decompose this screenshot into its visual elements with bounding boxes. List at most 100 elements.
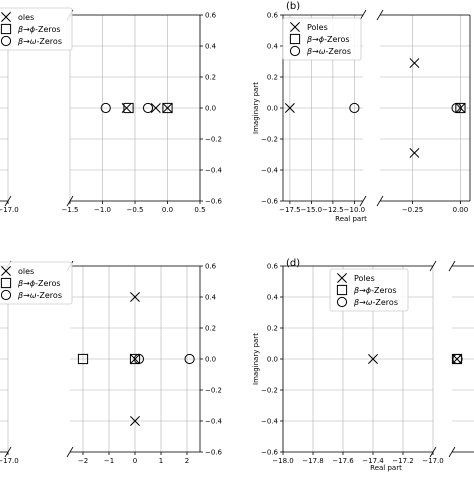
x-tick-label: −12.5 xyxy=(322,206,343,214)
pole-marker xyxy=(162,103,173,113)
legend-box xyxy=(0,7,73,51)
legend-beta-phi-marker xyxy=(289,33,301,45)
y-tick-label: 0.0 xyxy=(267,356,278,364)
legend-beta-omega-marker xyxy=(0,35,12,47)
beta-phi-zero-marker xyxy=(123,102,134,114)
subplot-d-2 xyxy=(448,260,474,458)
legend-entry-3: β→ω-Zeros xyxy=(306,47,351,56)
legend-entry-2: β→ϕ-Zeros xyxy=(17,279,61,288)
x-tick-label: −1.5 xyxy=(62,206,79,214)
panel-a: −17.2−17.0−1.5−1.0−0.50.00.50.60.40.20.0… xyxy=(0,7,223,214)
y-tick-label: −0.4 xyxy=(261,418,279,426)
panel-b: −17.5 −15.0 −12.5 −10.0 0.6 0.4 0.2 0.0 −0.2 −0.4… xyxy=(252,1,471,223)
y-tick-label: −0.2 xyxy=(261,387,278,395)
legend-beta-phi-marker xyxy=(0,23,12,35)
x-tick-label: −17.2 xyxy=(392,457,413,465)
y-axis-label: Imaginary part xyxy=(252,333,260,385)
x-tick-label: −0.5 xyxy=(127,206,144,214)
x-tick-label: −1 xyxy=(104,457,114,465)
x-tick-label: −0.25 xyxy=(402,206,423,214)
subplot-c-2: −2 −1 0 1 2 0.6 0.4 0.2 0.0 −0.2 −0.4 −0.6 xyxy=(66,260,223,465)
pole-marker xyxy=(130,354,140,364)
x-tick-label: −17.8 xyxy=(302,457,323,465)
x-axis-label: Real part xyxy=(335,215,367,223)
legend-beta-phi-marker xyxy=(336,284,348,296)
y-tick-label: −0.6 xyxy=(261,449,279,457)
beta-phi-zero-marker xyxy=(77,353,89,365)
panel-c: −17.2−17.0−2−10120.60.40.20.0−0.2−0.4−0.… xyxy=(0,260,223,465)
y-tick-label: 0.2 xyxy=(267,74,278,82)
axis-break-mark xyxy=(448,260,456,272)
y-tick-label: 0.4 xyxy=(267,294,279,302)
y-tick-label: 0.0 xyxy=(267,105,278,113)
y-tick-label: 0.2 xyxy=(267,325,278,333)
y-axis-label: Imaginary part xyxy=(252,82,260,134)
legend-pole-marker xyxy=(337,273,347,283)
beta-phi-zero-marker xyxy=(162,102,173,114)
y-tick-label: 0.0 xyxy=(205,105,216,113)
legend-box xyxy=(329,268,409,312)
legend-pole-marker xyxy=(1,266,11,276)
legend-beta-omega-marker xyxy=(0,289,12,301)
y-tick-label: −0.6 xyxy=(205,198,223,206)
legend-entry-1: Poles xyxy=(354,274,375,283)
axis-break-mark xyxy=(359,9,367,21)
x-tick-label: 0.0 xyxy=(162,206,173,214)
legend: Poles β→ϕ-Zeros β→ω-Zeros xyxy=(329,268,409,312)
beta-omega-zero-marker xyxy=(100,102,111,114)
x-tick-label: −15.0 xyxy=(301,206,322,214)
legend-entry-1: Poles xyxy=(307,23,328,32)
x-tick-label: 1 xyxy=(159,457,163,465)
y-tick-label: 0.0 xyxy=(205,356,216,364)
y-tick-label: 0.6 xyxy=(267,263,279,271)
y-tick-label: 0.6 xyxy=(267,12,279,20)
x-axis-label: Real part xyxy=(370,464,402,472)
beta-omega-zero-marker xyxy=(349,102,360,114)
y-tick-label: −0.4 xyxy=(261,167,279,175)
beta-omega-zero-marker xyxy=(133,353,144,365)
x-tick-label: −17.5 xyxy=(279,206,300,214)
beta-omega-zero-marker xyxy=(451,102,462,114)
legend-entry-3: β→ω-Zeros xyxy=(17,37,62,46)
y-tick-label: 0.6 xyxy=(205,12,217,20)
legend-beta-omega-marker xyxy=(289,45,301,57)
legend-pole-marker xyxy=(1,12,11,22)
legend: oles β→ϕ-Zeros β→ω-Zeros xyxy=(0,7,73,51)
subplot-a-2: −1.5 −1.0 −0.5 0.0 0.5 0.6 0.4 0.2 0.0 −0.2 −0.4 −0… xyxy=(62,9,223,214)
axis-break-mark xyxy=(376,9,384,21)
beta-phi-zero-marker xyxy=(455,102,466,114)
axis-break-mark xyxy=(429,260,437,272)
y-tick-label: −0.2 xyxy=(261,136,278,144)
panel-d: −18.0 −17.8 −17.6 −17.4 −17.2 −17.0 0.6 0.4 0.2 0… xyxy=(252,258,474,472)
x-tick-label: −1.0 xyxy=(94,206,111,214)
y-tick-label: −0.4 xyxy=(205,167,223,175)
x-tick-label: −17.4 xyxy=(362,457,384,465)
x-tick-label: −17.6 xyxy=(332,457,354,465)
legend-entry-3: β→ω-Zeros xyxy=(353,298,398,307)
beta-omega-zero-marker xyxy=(184,353,195,365)
pole-marker xyxy=(130,416,140,426)
legend-entry-2: β→ϕ-Zeros xyxy=(306,35,350,44)
axis-break-mark xyxy=(359,195,367,207)
x-tick-label: −17.0 xyxy=(422,457,443,465)
y-tick-label: −0.2 xyxy=(205,136,222,144)
y-tick-label: −0.6 xyxy=(261,198,279,206)
legend-entry-2: β→ϕ-Zeros xyxy=(17,25,61,34)
axis-break-mark xyxy=(66,446,74,458)
axis-break-mark xyxy=(376,195,384,207)
pole-marker xyxy=(130,292,140,302)
y-tick-label: 0.2 xyxy=(205,325,216,333)
x-tick-label: −18.0 xyxy=(272,457,293,465)
legend-beta-phi-marker xyxy=(0,277,12,289)
y-tick-label: 0.4 xyxy=(205,294,217,302)
pole-marker xyxy=(284,103,295,113)
x-tick-label: 2 xyxy=(185,457,189,465)
y-tick-label: 0.6 xyxy=(205,263,217,271)
legend-entry-1: oles xyxy=(18,267,34,276)
legend-entry-3: β→ω-Zeros xyxy=(17,291,62,300)
panel-label: (b) xyxy=(286,1,300,12)
axis-break-mark xyxy=(448,446,456,458)
legend-entry-2: β→ϕ-Zeros xyxy=(353,286,397,295)
